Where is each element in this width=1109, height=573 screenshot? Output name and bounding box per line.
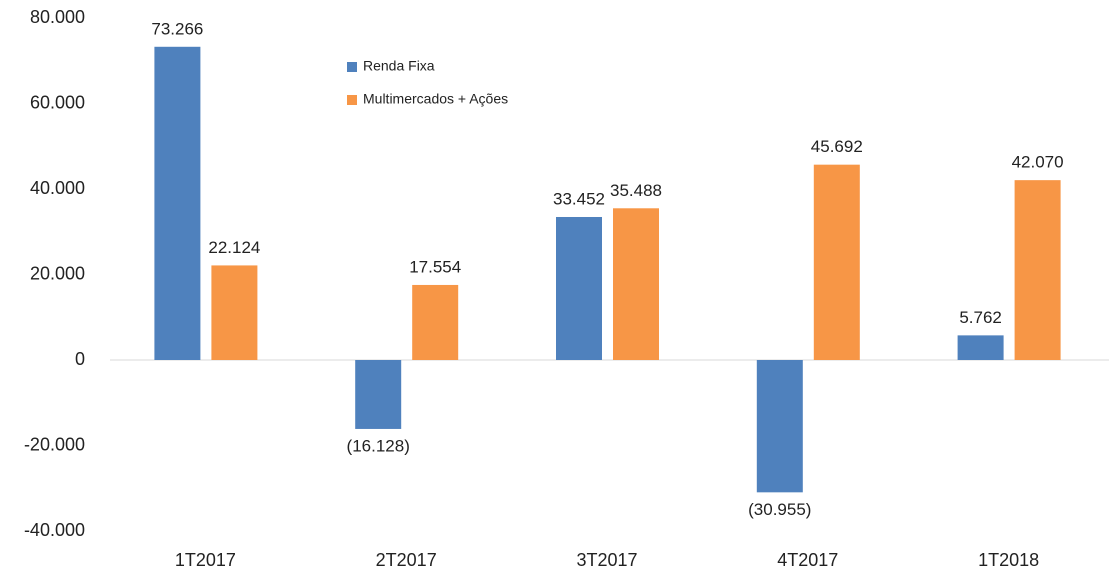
data-label: 73.266	[151, 19, 203, 38]
data-label: 5.762	[959, 308, 1002, 327]
y-tick-label: 40.000	[30, 178, 85, 198]
data-label: 45.692	[811, 137, 863, 156]
y-tick-label: -40.000	[24, 520, 85, 540]
legend-swatch	[347, 62, 357, 72]
x-tick-label: 3T2017	[576, 550, 637, 570]
bar	[1014, 180, 1061, 360]
data-label: 42.070	[1012, 153, 1064, 172]
data-label: 35.488	[610, 181, 662, 200]
bar	[756, 360, 803, 493]
y-tick-label: 80.000	[30, 7, 85, 27]
x-tick-label: 2T2017	[376, 550, 437, 570]
x-tick-label: 1T2018	[978, 550, 1039, 570]
bar	[957, 335, 1004, 360]
legend-swatch	[347, 95, 357, 105]
y-tick-label: 0	[75, 349, 85, 369]
bar	[412, 284, 459, 360]
x-tick-label: 1T2017	[175, 550, 236, 570]
legend-label: Multimercados + Ações	[363, 91, 508, 107]
data-label: 17.554	[409, 257, 461, 276]
data-label: (16.128)	[347, 436, 410, 455]
bar	[813, 164, 860, 360]
bar	[613, 208, 659, 360]
bar	[355, 360, 402, 429]
data-label: 22.124	[208, 238, 260, 257]
bar	[556, 216, 602, 360]
x-tick-label: 4T2017	[777, 550, 838, 570]
data-label: 33.452	[553, 189, 605, 208]
bar	[154, 46, 201, 361]
legend-label: Renda Fixa	[363, 58, 435, 74]
y-tick-label: 20.000	[30, 263, 85, 283]
y-tick-label: 60.000	[30, 92, 85, 112]
y-tick-label: -20.000	[24, 434, 85, 454]
data-label: (30.955)	[748, 500, 811, 519]
bar	[211, 265, 258, 360]
